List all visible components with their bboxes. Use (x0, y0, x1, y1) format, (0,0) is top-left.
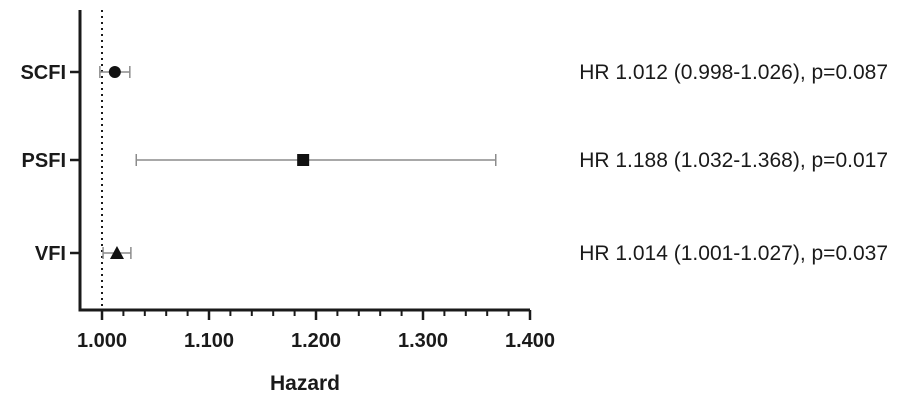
hr-annotation: HR 1.014 (1.001-1.027), p=0.037 (579, 242, 888, 265)
labels: Hazard SCFI HR 1.012 (0.998-1.026), p=0.08… (20, 61, 888, 395)
hr-annotation: HR 1.188 (1.032-1.368), p=0.017 (579, 149, 888, 172)
point-circle (108, 66, 121, 78)
hr-annotation: HR 1.012 (0.998-1.026), p=0.087 (579, 61, 888, 84)
x-tick-label: 1.400 (505, 330, 555, 352)
point-square (297, 154, 310, 166)
marks (99, 66, 497, 259)
x-axis-title: Hazard (270, 372, 340, 395)
category-label: PSFI (22, 150, 66, 172)
x-tick-label: 1.000 (77, 330, 127, 352)
category-label: VFI (35, 243, 66, 265)
x-tick-label: 1.200 (291, 330, 341, 352)
category-label: SCFI (20, 62, 66, 84)
point-triangle (109, 246, 124, 259)
x-tick-label: 1.300 (398, 330, 448, 352)
axes: 1.000 1.100 1.200 1.300 1.400 (70, 10, 555, 352)
x-tick-label: 1.100 (184, 330, 234, 352)
